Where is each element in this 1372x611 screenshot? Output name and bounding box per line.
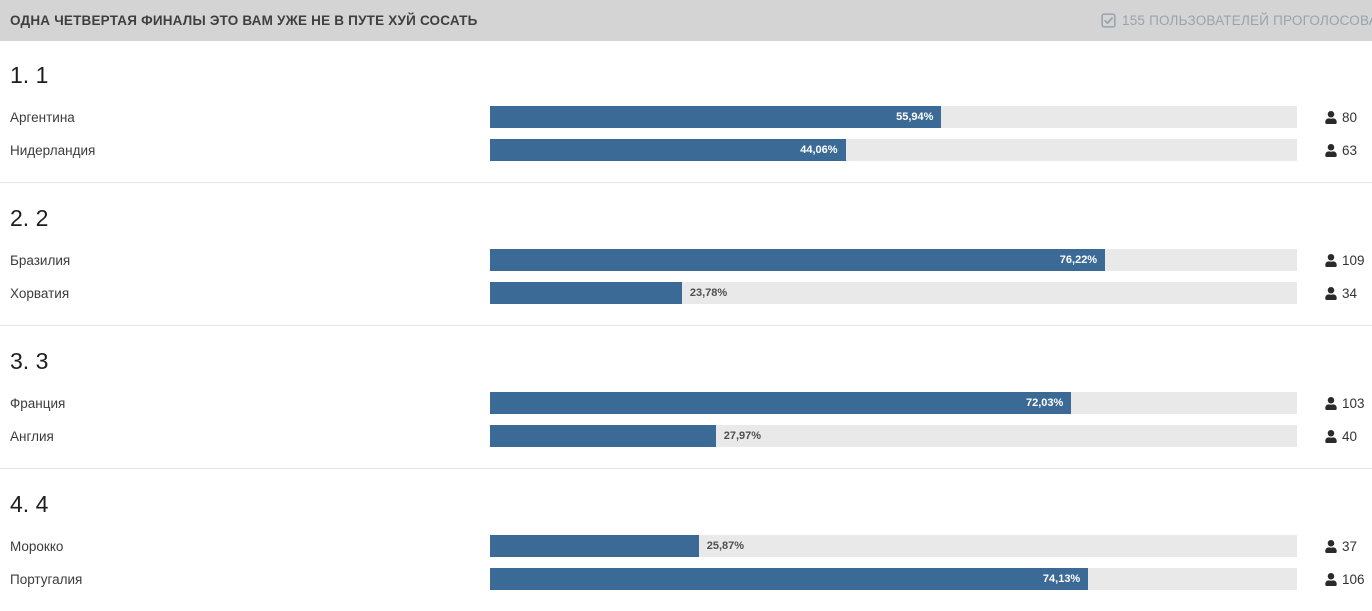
poll-header: ОДНА ЧЕТВЕРТАЯ ФИНАЛЫ ЭТО ВАМ УЖЕ НЕ В П… — [0, 0, 1372, 41]
user-icon — [1325, 539, 1337, 553]
bar-fill: 74,13% — [490, 568, 1089, 590]
option-label: Англия — [10, 428, 54, 444]
poll-option-row: Франция 72,03% 103 — [0, 392, 1372, 414]
result-bar-track: 72,03% — [490, 392, 1297, 414]
vote-count-group: 37 — [1325, 539, 1357, 554]
result-bar-track: 44,06% — [490, 139, 1297, 161]
result-bar-track: 23,78% — [490, 282, 1297, 304]
vote-count: 103 — [1342, 395, 1365, 411]
section-rows: Морокко 25,87% 37 Португалия 74,13% 10 — [0, 535, 1372, 590]
bar-fill: 44,06% — [490, 139, 846, 161]
poll-section: 4. 4 Морокко 25,87% 37 Португалия 74,13% — [0, 468, 1372, 611]
voters-count-link[interactable]: 155 ПОЛЬЗОВАТЕЛЕЙ ПРОГОЛОСОВА — [1101, 0, 1372, 41]
result-bar-track: 27,97% — [490, 425, 1297, 447]
result-bar-track: 55,94% — [490, 106, 1297, 128]
poll-title: ОДНА ЧЕТВЕРТАЯ ФИНАЛЫ ЭТО ВАМ УЖЕ НЕ В П… — [10, 13, 478, 28]
vote-count: 37 — [1342, 538, 1358, 554]
vote-count-group: 34 — [1325, 286, 1357, 301]
option-label: Франция — [10, 395, 66, 411]
vote-count: 106 — [1342, 571, 1365, 587]
vote-count-group: 106 — [1325, 572, 1365, 587]
poll-option-row: Бразилия 76,22% 109 — [0, 249, 1372, 271]
vote-count-group: 63 — [1325, 143, 1357, 158]
section-rows: Аргентина 55,94% 80 Нидерландия 44,06% — [0, 106, 1372, 161]
percent-label-inside: 55,94% — [896, 111, 934, 123]
section-rows: Франция 72,03% 103 Англия 27,97% 40 — [0, 392, 1372, 447]
bar-fill — [490, 425, 716, 447]
vote-count: 80 — [1342, 109, 1358, 125]
section-title: 2. 2 — [10, 205, 49, 231]
poll-section: 1. 1 Аргентина 55,94% 80 Нидерландия 44,… — [0, 41, 1372, 182]
option-label: Португалия — [10, 571, 83, 587]
user-icon — [1325, 429, 1337, 443]
section-rows: Бразилия 76,22% 109 Хорватия 23,78% 34 — [0, 249, 1372, 304]
percent-label-inside: 76,22% — [1059, 254, 1098, 266]
poll-section: 2. 2 Бразилия 76,22% 109 Хорватия 23,78% — [0, 182, 1372, 325]
section-title: 4. 4 — [10, 491, 49, 517]
vote-count-group: 109 — [1325, 253, 1365, 268]
vote-count-group: 40 — [1325, 429, 1357, 444]
option-label: Бразилия — [10, 252, 71, 268]
result-bar-track: 74,13% — [490, 568, 1297, 590]
section-title: 3. 3 — [10, 348, 49, 374]
user-icon — [1325, 110, 1337, 124]
percent-label-inside: 72,03% — [1025, 397, 1064, 409]
bar-fill: 72,03% — [490, 392, 1072, 414]
percent-label-inside: 74,13% — [1042, 573, 1081, 585]
user-icon — [1325, 286, 1337, 300]
option-label: Аргентина — [10, 109, 75, 125]
poll-option-row: Англия 27,97% 40 — [0, 425, 1372, 447]
user-icon — [1325, 253, 1337, 267]
vote-count-group: 103 — [1325, 396, 1365, 411]
bar-fill: 76,22% — [490, 249, 1106, 271]
poll-section: 3. 3 Франция 72,03% 103 Англия 27,97% — [0, 325, 1372, 468]
vote-count: 40 — [1342, 428, 1358, 444]
result-bar-track: 25,87% — [490, 535, 1297, 557]
poll-option-row: Хорватия 23,78% 34 — [0, 282, 1372, 304]
voters-count-label: 155 ПОЛЬЗОВАТЕЛЕЙ ПРОГОЛОСОВА — [1122, 13, 1372, 28]
user-icon — [1325, 143, 1337, 157]
poll-sections: 1. 1 Аргентина 55,94% 80 Нидерландия 44,… — [0, 41, 1372, 611]
vote-count: 63 — [1342, 142, 1358, 158]
result-bar-track: 76,22% — [490, 249, 1297, 271]
option-label: Хорватия — [10, 285, 70, 301]
poll-option-row: Морокко 25,87% 37 — [0, 535, 1372, 557]
bar-fill — [490, 535, 699, 557]
poll-option-row: Аргентина 55,94% 80 — [0, 106, 1372, 128]
user-icon — [1325, 396, 1337, 410]
vote-count: 34 — [1342, 285, 1358, 301]
poll-option-row: Португалия 74,13% 106 — [0, 568, 1372, 590]
poll-option-row: Нидерландия 44,06% 63 — [0, 139, 1372, 161]
percent-label-inside: 44,06% — [800, 144, 838, 156]
percent-label-outside: 27,97% — [723, 430, 762, 442]
bar-fill: 55,94% — [490, 106, 942, 128]
percent-label-outside: 25,87% — [706, 540, 745, 552]
section-title: 1. 1 — [10, 62, 49, 88]
check-square-icon — [1101, 13, 1116, 28]
percent-label-outside: 23,78% — [689, 287, 728, 299]
option-label: Нидерландия — [10, 142, 96, 158]
user-icon — [1325, 572, 1337, 586]
bar-fill — [490, 282, 682, 304]
vote-count: 109 — [1342, 252, 1365, 268]
option-label: Морокко — [10, 538, 64, 554]
vote-count-group: 80 — [1325, 110, 1357, 125]
